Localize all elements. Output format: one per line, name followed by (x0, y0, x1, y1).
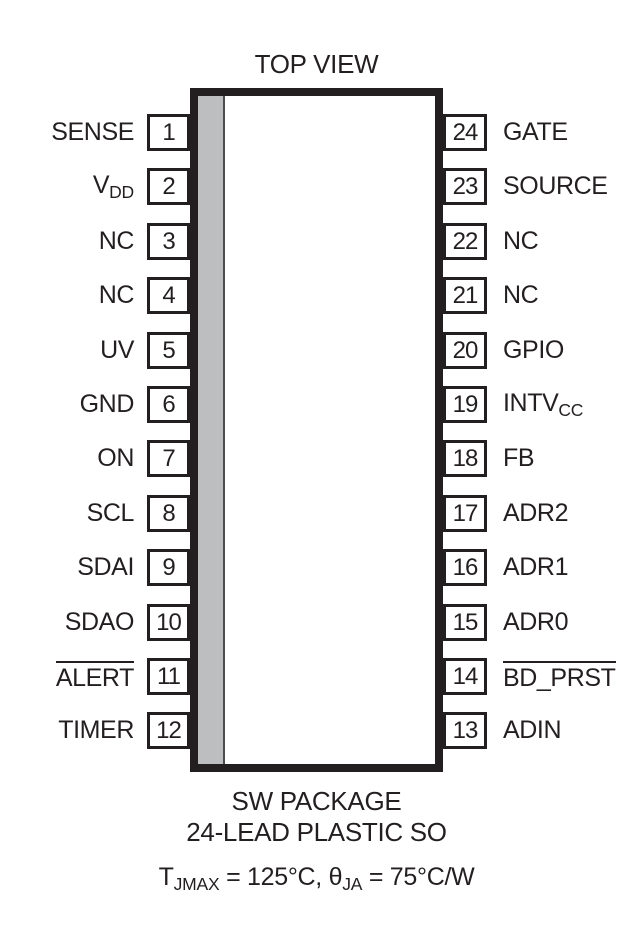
pin-label-14: BD_PRST (503, 658, 642, 695)
pin-box-2: 2 (147, 168, 190, 205)
pin-label-21: NC (503, 281, 539, 309)
pin-label-17: ADR2 (503, 499, 569, 527)
pin-number: 10 (156, 608, 182, 636)
pin-box-9: 9 (147, 549, 190, 586)
pin-number: 3 (162, 227, 175, 255)
pin-box-6: 6 (147, 386, 190, 423)
pin-box-1: 1 (147, 114, 190, 151)
pin-number: 24 (452, 118, 479, 146)
pin-box-8: 8 (147, 495, 190, 532)
pin-label-3: NC (98, 227, 135, 255)
pin-box-23: 23 (443, 168, 487, 205)
pin-number: 21 (452, 281, 479, 309)
pin-number: 20 (452, 336, 479, 364)
pin-box-7: 7 (147, 440, 190, 477)
pin-box-11: 11 (147, 658, 190, 695)
pin-number: 8 (162, 499, 175, 527)
pin-box-13: 13 (443, 712, 487, 749)
pin-box-21: 21 (443, 277, 487, 314)
pin-number: 2 (162, 172, 175, 200)
pin-label-8: SCL (86, 499, 135, 527)
pin-box-4: 4 (147, 277, 190, 314)
pin-number: 7 (162, 444, 175, 472)
pin-number: 17 (452, 499, 479, 527)
pin-label-6: GND (79, 390, 135, 418)
pin-number: 5 (162, 336, 175, 364)
pin-number: 9 (162, 553, 175, 581)
pin-box-24: 24 (443, 114, 487, 151)
pin-label-19: INTVCC (503, 388, 584, 420)
pin-label-9: SDAI (77, 553, 134, 581)
package-type: 24-LEAD PLASTIC SO (186, 817, 447, 847)
pin-label-23: SOURCE (503, 172, 608, 200)
package-caption: SW PACKAGE 24-LEAD PLASTIC SO (95, 786, 538, 848)
pin-label-15: ADR0 (503, 608, 569, 636)
pin-number: 13 (452, 716, 479, 744)
pin-label-18: FB (503, 444, 535, 472)
pin-number: 4 (162, 281, 175, 309)
pin-label-2: VDD (92, 170, 134, 202)
pin-label-16: ADR1 (503, 553, 569, 581)
pin-number: 19 (452, 390, 479, 418)
pin-box-14: 14 (443, 658, 487, 695)
pin-label-4: NC (98, 281, 135, 309)
package-pin1-side-strip (198, 96, 225, 764)
pin-label-13: ADIN (503, 716, 562, 744)
pin-number: 12 (156, 716, 182, 744)
pin-box-12: 12 (147, 712, 190, 749)
thermal-note: TJMAX = 125°C, θJA = 75°C/W (158, 863, 475, 894)
top-view-label: TOP VIEW (254, 49, 379, 79)
pin-number: 15 (452, 608, 479, 636)
pin-number: 11 (157, 662, 181, 690)
pin-box-16: 16 (443, 549, 487, 586)
pin-box-15: 15 (443, 604, 487, 641)
pin-label-22: NC (503, 227, 539, 255)
pin-box-17: 17 (443, 495, 487, 532)
pin-label-20: GPIO (503, 336, 564, 364)
pin-number: 23 (452, 172, 479, 200)
pin-number: 14 (452, 662, 479, 690)
pin-label-7: ON (97, 444, 134, 472)
pin-box-22: 22 (443, 223, 487, 260)
package-outline (190, 88, 443, 772)
pin-number: 1 (162, 118, 175, 146)
pin-box-3: 3 (147, 223, 190, 260)
pin-box-18: 18 (443, 440, 487, 477)
pin-label-5: UV (100, 336, 134, 364)
package-name: SW PACKAGE (231, 786, 402, 816)
pin-box-5: 5 (147, 332, 190, 369)
pin-label-24: GATE (503, 118, 568, 146)
pin-box-19: 19 (443, 386, 487, 423)
pin-label-10: SDAO (64, 608, 135, 636)
pin-box-10: 10 (147, 604, 190, 641)
pin-label-1: SENSE (51, 118, 134, 146)
pin-number: 22 (452, 227, 479, 255)
pin-number: 6 (162, 390, 175, 418)
pin-label-11: ALERT (0, 658, 134, 695)
pin-box-20: 20 (443, 332, 487, 369)
pin-number: 16 (452, 553, 479, 581)
pin-number: 18 (452, 444, 479, 472)
pin-label-12: TIMER (58, 716, 134, 744)
